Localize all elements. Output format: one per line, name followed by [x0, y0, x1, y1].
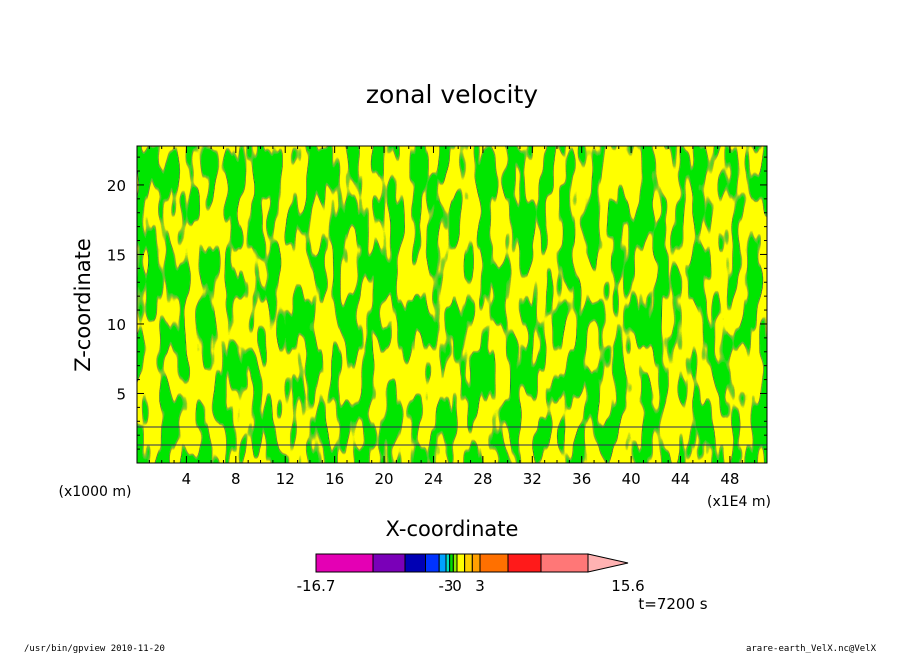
negative-contour-regions — [137, 146, 767, 463]
colorbar-tick-label: 15.6 — [611, 577, 644, 595]
x-axis-label: X-coordinate — [386, 517, 519, 541]
x-tick-label: 44 — [671, 470, 690, 488]
x-tick-label: 24 — [424, 470, 443, 488]
colorbar-segment — [449, 553, 454, 573]
y-tick-label: 20 — [107, 177, 126, 195]
colorbar-segment — [471, 553, 481, 573]
x-tick-label: 36 — [572, 470, 591, 488]
colorbar-segment — [425, 553, 440, 573]
colorbar-segment — [507, 553, 542, 573]
colorbar-tick-label: -3 — [439, 577, 454, 595]
x-tick-label: 16 — [325, 470, 344, 488]
time-label: t=7200 s — [638, 595, 707, 613]
x-tick-label: 28 — [473, 470, 492, 488]
plot-area — [137, 146, 767, 463]
colorbar-segment — [456, 553, 466, 573]
y-tick-label: 5 — [116, 385, 126, 403]
y-tick-label: 10 — [107, 316, 126, 334]
colorbar-segment — [445, 553, 451, 573]
colorbar-tick-label: 0 — [452, 577, 462, 595]
x-tick-label: 48 — [720, 470, 739, 488]
colorbar-segment — [479, 553, 509, 573]
chart-title: zonal velocity — [366, 80, 538, 109]
colorbar-tick-label: 3 — [475, 577, 485, 595]
colorbar-segment — [438, 553, 447, 573]
colorbar-segment — [315, 553, 374, 573]
x-tick-label: 8 — [231, 470, 241, 488]
colorbar — [315, 553, 629, 573]
x-tick-label: 32 — [523, 470, 542, 488]
colorbar-tick-label: -16.7 — [297, 577, 336, 595]
x-unit-left: (x1000 m) — [59, 484, 132, 500]
colorbar-segment — [452, 553, 458, 573]
footer-right: arare-earth_VelX.nc@VelX — [746, 644, 877, 654]
y-axis-label: Z-coordinate — [71, 238, 95, 372]
x-tick-label: 4 — [182, 470, 192, 488]
x-tick-label: 12 — [276, 470, 295, 488]
colorbar-arrow — [587, 553, 629, 573]
colorbar-labels: -16.7 -30 3 15.6 — [297, 577, 645, 595]
footer-left: /usr/bin/gpview 2010-11-20 — [24, 644, 165, 654]
colorbar-segment — [372, 553, 406, 573]
axis-ticks — [137, 146, 768, 463]
plot-frame — [136, 145, 768, 464]
colorbar-segment — [404, 553, 426, 573]
colorbar-segment — [540, 553, 589, 573]
x-tick-label: 20 — [375, 470, 394, 488]
colorbar-segment — [464, 553, 473, 573]
x-unit-right: (x1E4 m) — [707, 494, 771, 510]
x-tick-label: 40 — [622, 470, 641, 488]
y-tick-label: 15 — [107, 246, 126, 264]
